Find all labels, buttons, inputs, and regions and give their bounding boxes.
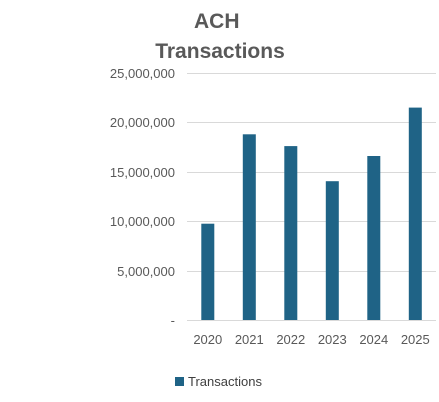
x-axis-tick-labels: 2020 2021 2022 2023 2024 2025 <box>193 332 429 347</box>
y-tick-label: 10,000,000 <box>110 214 175 229</box>
y-tick-label: - <box>171 313 175 328</box>
y-axis-tick-labels: - 5,000,000 10,000,000 15,000,000 20,000,000… <box>110 66 175 328</box>
bar-2022 <box>284 146 298 320</box>
chart-title-line-1: ACH <box>194 10 240 33</box>
x-tick-label: 2021 <box>235 332 264 347</box>
bar-2020 <box>201 223 215 320</box>
legend: Transactions <box>175 374 262 389</box>
bar-2023 <box>325 181 339 320</box>
x-tick-label: 2022 <box>276 332 305 347</box>
chart-title: ACH Transactions <box>150 8 290 66</box>
bar-2025 <box>408 107 422 320</box>
x-tick-label: 2020 <box>193 332 222 347</box>
y-tick-label: 20,000,000 <box>110 115 175 130</box>
chart-title-line-2: Transactions <box>155 40 285 63</box>
x-tick-label: 2023 <box>318 332 347 347</box>
gridlines <box>187 73 436 321</box>
x-tick-label: 2024 <box>359 332 388 347</box>
bar-2024 <box>367 156 381 320</box>
y-tick-label: 15,000,000 <box>110 165 175 180</box>
y-tick-label: 25,000,000 <box>110 66 175 81</box>
x-tick-label: 2025 <box>401 332 430 347</box>
legend-swatch <box>175 377 184 386</box>
legend-label: Transactions <box>188 374 262 389</box>
bars <box>201 107 422 320</box>
bar-2021 <box>242 134 256 320</box>
y-tick-label: 5,000,000 <box>117 264 175 279</box>
